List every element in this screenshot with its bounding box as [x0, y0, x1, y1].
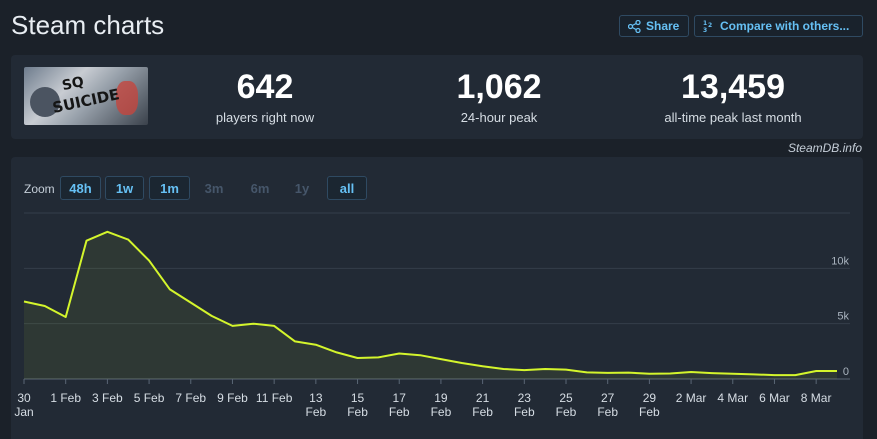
x-tick-label: 15 Feb	[347, 391, 368, 419]
zoom-3m-button: 3m	[204, 180, 224, 196]
x-tick-label: 11 Feb	[256, 391, 293, 405]
x-tick-label: 8 Mar	[801, 391, 832, 405]
x-tick-label: 21 Feb	[472, 391, 493, 419]
zoom-label: Zoom	[24, 182, 55, 196]
alltime-peak-label: all-time peak last month	[664, 110, 802, 125]
x-tick-label: 25 Feb	[556, 391, 577, 419]
x-tick-label: 9 Feb	[217, 391, 248, 405]
series-line	[23, 230, 837, 377]
alltime-peak-value: 13,459	[681, 68, 785, 106]
x-tick-label: 2 Mar	[676, 391, 707, 405]
game-thumbnail[interactable]: SQ SUICIDE	[24, 67, 148, 125]
numbers-icon: 1 2 3	[703, 20, 712, 33]
x-tick-label: 17 Feb	[389, 391, 410, 419]
zoom-all-button[interactable]: all	[327, 176, 367, 200]
x-tick-label: 4 Mar	[717, 391, 748, 405]
current-players-value: 642	[236, 68, 294, 106]
x-tick-label: 1 Feb	[50, 391, 81, 405]
svg-text:3: 3	[703, 27, 707, 33]
series-area	[24, 231, 837, 379]
stat-24h-peak: 1,062 24-hour peak	[399, 68, 599, 125]
svg-text:2: 2	[708, 22, 712, 29]
chart-panel	[11, 157, 863, 439]
share-icon	[628, 19, 641, 33]
x-tick-label: 6 Mar	[759, 391, 790, 405]
zoom-48h-button[interactable]: 48h	[60, 176, 101, 200]
stat-alltime-peak: 13,459 all-time peak last month	[633, 68, 833, 125]
x-tick-label: 23 Feb	[514, 391, 535, 419]
y-tick-label: 5k	[837, 311, 849, 323]
x-tick-label: 7 Feb	[175, 391, 206, 405]
zoom-1y-button: 1y	[294, 180, 310, 196]
steamdb-credit[interactable]: SteamDB.info	[787, 141, 862, 155]
y-tick-label: 10k	[831, 255, 849, 267]
x-tick-label: 13 Feb	[306, 391, 327, 419]
zoom-1m-button[interactable]: 1m	[149, 176, 190, 200]
share-button[interactable]: Share	[619, 15, 689, 37]
svg-text:1: 1	[703, 20, 707, 27]
peak-24h-value: 1,062	[456, 68, 542, 106]
share-label: Share	[646, 19, 680, 33]
compare-label: Compare with others...	[720, 19, 850, 33]
x-tick-label: 29 Feb	[639, 391, 660, 419]
x-tick-label: 3 Feb	[92, 391, 123, 405]
x-tick-label: 5 Feb	[134, 391, 165, 405]
y-tick-label: 0	[843, 366, 849, 378]
current-players-label: players right now	[215, 110, 315, 125]
x-tick-label: 19 Feb	[431, 391, 452, 419]
stats-panel: SQ SUICIDE 642 players right now 1,062 2…	[11, 55, 863, 139]
zoom-6m-button: 6m	[250, 180, 270, 196]
peak-24h-label: 24-hour peak	[460, 110, 538, 125]
x-tick-label: 27 Feb	[597, 391, 618, 419]
compare-button[interactable]: 1 2 3 Compare with others...	[694, 15, 863, 37]
page-title: Steam charts	[11, 10, 165, 40]
x-tick-label: 30 Jan	[14, 391, 33, 419]
stat-current-players: 642 players right now	[165, 68, 365, 125]
zoom-1w-button[interactable]: 1w	[105, 176, 144, 200]
